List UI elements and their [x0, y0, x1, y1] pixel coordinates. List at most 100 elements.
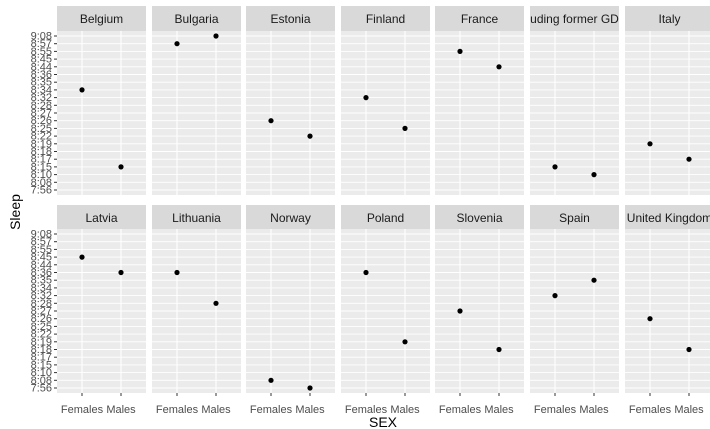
y-tick-label: 8:17	[31, 352, 52, 364]
data-point	[268, 377, 274, 383]
y-tick-label: 8:17	[31, 154, 52, 166]
facet-strip	[246, 205, 335, 230]
x-tick-label: Females	[629, 404, 672, 416]
x-tick-label: Males	[295, 404, 325, 416]
y-tick-label: 8:08	[31, 375, 52, 387]
y-tick-label: 8:28	[31, 100, 52, 112]
y-tick-label: 8:35	[31, 77, 52, 89]
facet-panel: Estonia	[246, 6, 335, 195]
facet-panel: Italy	[625, 6, 710, 195]
data-point	[213, 300, 219, 306]
facet-strip-label: Slovenia	[456, 211, 502, 225]
y-tick-label: 8:32	[31, 92, 52, 104]
y-tick-label: 8:45	[31, 252, 52, 264]
y-tick-label: 8:22	[31, 329, 52, 341]
y-tick-label: 8:34	[31, 282, 52, 294]
facet-strip	[57, 205, 146, 230]
facet-strip	[152, 205, 241, 230]
y-tick-label: 8:45	[31, 54, 52, 66]
x-tick-label: Females	[156, 404, 199, 416]
facet-panel: United Kingdom Females Males	[625, 205, 710, 416]
x-tick-label: Females	[439, 404, 482, 416]
y-tick-label: 8:28	[31, 298, 52, 310]
y-tick-label: 8:34	[31, 84, 52, 96]
y-tick-label: 8:44	[31, 259, 52, 271]
facet-strip	[246, 6, 335, 31]
facet-strip	[152, 6, 241, 31]
facet-strip-label: Finland	[366, 12, 405, 26]
x-tick-label: Males	[674, 404, 704, 416]
data-point	[363, 95, 369, 101]
facet-strip-label: Lithuania	[172, 211, 221, 225]
facet-strip	[530, 6, 619, 31]
facet-panel: Spain Females Males	[530, 205, 619, 416]
data-point	[174, 41, 180, 47]
data-point	[402, 339, 408, 345]
data-point	[496, 346, 502, 353]
facet-panel: Bulgaria	[152, 6, 241, 195]
data-point	[402, 125, 408, 131]
y-tick-label: 8:55	[31, 46, 52, 58]
y-axis-row-1: 7:568:088:108:158:178:188:198:228:258:26…	[31, 31, 57, 197]
facet-panel: uding former GD	[530, 6, 619, 195]
x-axis-title: SEX	[369, 414, 398, 429]
facet-strip	[341, 6, 430, 31]
y-tick-label: 8:15	[31, 359, 52, 371]
y-tick-label: 7:56	[31, 383, 52, 395]
data-point	[268, 118, 274, 124]
data-point	[213, 33, 219, 39]
data-point	[457, 308, 463, 314]
y-tick-label: 9:08	[31, 31, 52, 43]
y-tick-label: 8:22	[31, 131, 52, 143]
facet-strip-label: Estonia	[270, 12, 310, 26]
y-tick-label: 8:36	[31, 267, 52, 279]
data-point	[552, 293, 558, 299]
x-tick-label: Males	[106, 404, 136, 416]
x-tick-label: Females	[345, 404, 388, 416]
x-tick-label: Males	[201, 404, 231, 416]
y-tick-label: 8:18	[31, 344, 52, 356]
x-tick-label: Males	[579, 404, 609, 416]
y-tick-label: 8:57	[31, 38, 52, 50]
data-point	[457, 48, 463, 55]
data-point	[647, 316, 653, 322]
facet-panel: Latvia Females Males	[57, 205, 146, 416]
facet-strip	[435, 205, 524, 230]
facet-panel: Slovenia Females Males	[435, 205, 524, 416]
facet-strip-label: Latvia	[85, 211, 117, 225]
y-tick-label: 8:08	[31, 177, 52, 189]
data-point	[647, 141, 653, 147]
facet-strip-label: Norway	[270, 211, 311, 225]
x-tick-label: Males	[484, 404, 514, 416]
facet-strip	[341, 205, 430, 230]
x-tick-label: Males	[390, 404, 420, 416]
facet-strip-label: Belgium	[80, 12, 123, 26]
facet-panel: Belgium	[57, 6, 146, 195]
y-tick-label: 8:18	[31, 146, 52, 158]
facet-panel: Finland	[341, 6, 430, 195]
x-tick-label: Females	[250, 404, 293, 416]
y-axis-title: Sleep	[7, 194, 23, 230]
x-tick-label: Females	[534, 404, 577, 416]
y-tick-label: 8:25	[31, 123, 52, 135]
facet-strip-label: Italy	[658, 12, 680, 26]
y-tick-label: 8:32	[31, 290, 52, 302]
facet-strip	[625, 205, 710, 230]
facet-strip-label: Poland	[367, 211, 404, 225]
y-tick-label: 8:57	[31, 236, 52, 248]
facet-strip-label: United Kingdom	[627, 211, 710, 225]
y-tick-label: 7:56	[31, 185, 52, 197]
data-point	[552, 164, 558, 170]
facet-panels: Belgium Bulgaria Estonia Finland France uding…	[31, 6, 710, 416]
facet-strip-label: France	[461, 12, 499, 26]
y-tick-label: 8:15	[31, 161, 52, 173]
data-point	[591, 172, 597, 178]
data-point	[591, 277, 597, 283]
y-tick-label: 9:08	[31, 229, 52, 241]
data-point	[496, 64, 502, 70]
y-tick-label: 8:10	[31, 169, 52, 181]
facet-panel: France	[435, 6, 524, 195]
y-tick-label: 8:55	[31, 244, 52, 256]
facet-panel: Poland Females Males	[341, 205, 430, 416]
